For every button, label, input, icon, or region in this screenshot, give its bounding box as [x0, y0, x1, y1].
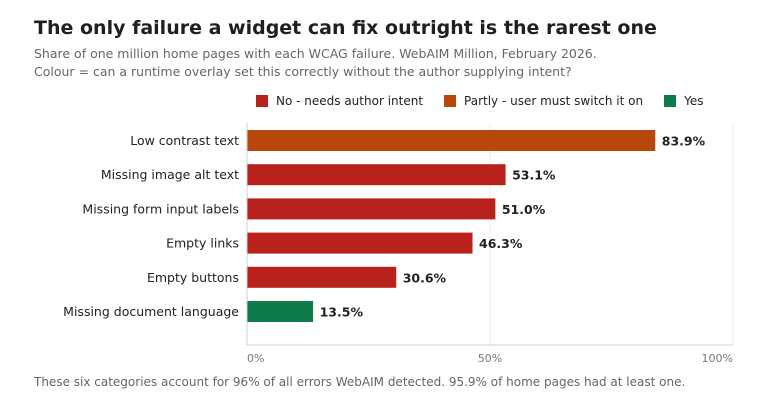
x-tick-label-0: 0%: [247, 352, 264, 365]
legend-label-no: No - needs author intent: [276, 94, 424, 108]
value-label-2: 51.0%: [502, 202, 546, 217]
value-label-5: 13.5%: [320, 305, 364, 320]
legend-label-partly: Partly - user must switch it on: [464, 94, 644, 108]
bar-1: [247, 164, 506, 186]
chart-subtitle-colour-note: Colour = can a runtime overlay set this …: [34, 64, 572, 79]
legend-swatch-partly: [444, 95, 457, 107]
bar-0: [247, 130, 656, 151]
category-label-0: Low contrast text: [130, 133, 239, 148]
chart-title: The only failure a widget can fix outrig…: [34, 17, 657, 39]
value-label-3: 46.3%: [479, 236, 523, 251]
bar-3: [247, 232, 473, 254]
category-label-2: Missing form input labels: [82, 201, 239, 216]
value-label-0: 83.9%: [662, 134, 706, 149]
bar-5: [247, 301, 314, 322]
bar-4: [247, 266, 397, 288]
legend-item-partly: Partly - user must switch it on: [444, 94, 643, 108]
category-label-5: Missing document language: [63, 304, 239, 319]
category-label-3: Empty links: [166, 236, 239, 251]
legend-swatch-yes: [664, 95, 677, 107]
legend: No - needs author intent Partly - user m…: [256, 94, 724, 108]
category-label-1: Missing image alt text: [101, 167, 239, 182]
legend-item-yes: Yes: [664, 94, 703, 108]
legend-label-yes: Yes: [684, 94, 704, 108]
value-label-4: 30.6%: [403, 270, 447, 285]
value-label-1: 53.1%: [512, 168, 556, 183]
category-label-4: Empty buttons: [147, 270, 239, 285]
chart-footnote: These six categories account for 96% of …: [34, 375, 686, 389]
legend-swatch-no: [256, 95, 268, 107]
x-tick-label-1: 50%: [478, 352, 502, 365]
legend-item-no: No - needs author intent: [256, 94, 423, 108]
x-tick-label-2: 100%: [702, 352, 733, 365]
bar-2: [247, 198, 496, 220]
chart-subtitle: Share of one million home pages with eac…: [34, 46, 597, 61]
